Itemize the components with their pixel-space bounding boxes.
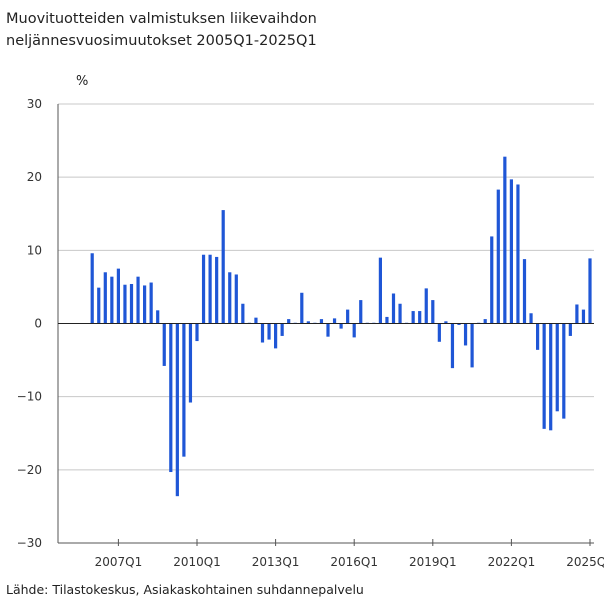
- y-tick-label: 30: [27, 97, 42, 111]
- data-bar: [359, 300, 363, 324]
- data-bar: [463, 323, 468, 346]
- data-bar: [287, 319, 291, 324]
- data-bar: [149, 282, 153, 324]
- data-bar: [555, 323, 559, 412]
- data-bar: [143, 285, 147, 324]
- data-bar: [536, 323, 540, 350]
- data-bar: [542, 323, 546, 429]
- chart-title-line-2: neljännesvuosimuutokset 2005Q1-2025Q1: [6, 33, 317, 49]
- x-tick-label: 2013Q1: [252, 555, 300, 569]
- data-bar: [529, 313, 533, 324]
- x-tick-label: 2016Q1: [330, 555, 378, 569]
- data-bar: [110, 276, 114, 324]
- data-bar: [208, 254, 212, 324]
- data-bar: [483, 319, 487, 324]
- data-bar: [116, 268, 120, 324]
- data-bar: [424, 288, 428, 324]
- y-tick-label: −20: [17, 463, 42, 477]
- data-bar: [398, 303, 402, 324]
- y-tick-label: 0: [34, 317, 42, 331]
- data-bar: [496, 189, 500, 324]
- data-bar: [581, 309, 586, 324]
- data-bar: [306, 321, 310, 324]
- data-bar: [182, 323, 186, 457]
- source-note: Lähde: Tilastokeskus, Asiakaskohtainen s…: [6, 582, 364, 597]
- data-bar: [129, 283, 134, 324]
- data-bar: [201, 254, 206, 324]
- data-bar: [195, 323, 199, 342]
- data-bar: [326, 323, 330, 337]
- data-bar: [221, 210, 225, 324]
- data-bar: [457, 323, 461, 325]
- data-bar: [450, 323, 455, 369]
- data-bar: [136, 276, 140, 324]
- data-bar: [169, 323, 173, 473]
- y-tick-label: 10: [27, 243, 42, 257]
- y-tick-label: −30: [17, 536, 42, 550]
- chart-title-line-1: Muovituotteiden valmistuksen liikevaihdo…: [6, 11, 317, 27]
- data-bar: [568, 323, 572, 336]
- data-bar: [97, 287, 101, 324]
- data-bar: [260, 323, 265, 343]
- data-bar: [378, 257, 382, 324]
- data-bar: [431, 300, 435, 324]
- data-bar: [241, 303, 245, 324]
- data-bar: [562, 323, 566, 419]
- x-tick-label: 2022Q1: [488, 555, 536, 569]
- data-bar: [300, 292, 304, 324]
- x-tick-label: 2010Q1: [173, 555, 221, 569]
- data-bar: [123, 284, 127, 324]
- chart-title: Muovituotteiden valmistuksen liikevaihdo…: [6, 8, 317, 52]
- data-bar: [90, 253, 94, 324]
- data-bar: [228, 272, 232, 324]
- data-bar: [267, 323, 271, 340]
- y-axis-unit-label: %: [76, 74, 89, 89]
- data-bar: [509, 179, 513, 324]
- data-bar: [588, 258, 592, 324]
- data-bar: [490, 236, 494, 324]
- data-bar: [391, 293, 396, 324]
- data-bar: [346, 309, 350, 324]
- data-bar: [319, 319, 324, 324]
- data-bar: [575, 304, 579, 324]
- data-bar: [103, 272, 107, 324]
- data-bar: [437, 323, 441, 342]
- data-bar: [175, 323, 179, 497]
- data-bar: [470, 323, 474, 368]
- data-bar: [215, 256, 219, 324]
- data-bar: [156, 310, 160, 324]
- y-tick-label: −10: [17, 390, 42, 404]
- data-bar: [516, 184, 520, 324]
- data-bar: [411, 311, 415, 324]
- data-bar: [332, 318, 337, 324]
- data-bar: [385, 316, 389, 324]
- data-bar: [503, 156, 507, 324]
- data-bar: [418, 311, 422, 324]
- data-bar: [522, 259, 527, 324]
- data-bar: [162, 323, 166, 366]
- x-tick-label: 2019Q1: [409, 555, 457, 569]
- y-tick-label: 20: [27, 170, 42, 184]
- data-bar: [352, 323, 356, 338]
- data-bar: [188, 323, 193, 403]
- x-tick-label: 2007Q1: [95, 555, 143, 569]
- data-bar: [444, 321, 448, 324]
- data-bar: [234, 274, 238, 324]
- data-bar: [549, 323, 553, 431]
- x-tick-label: 2025Q1: [566, 555, 604, 569]
- data-bar: [280, 323, 284, 336]
- data-bar: [339, 323, 343, 329]
- data-bar: [254, 317, 258, 324]
- data-bar: [274, 323, 278, 349]
